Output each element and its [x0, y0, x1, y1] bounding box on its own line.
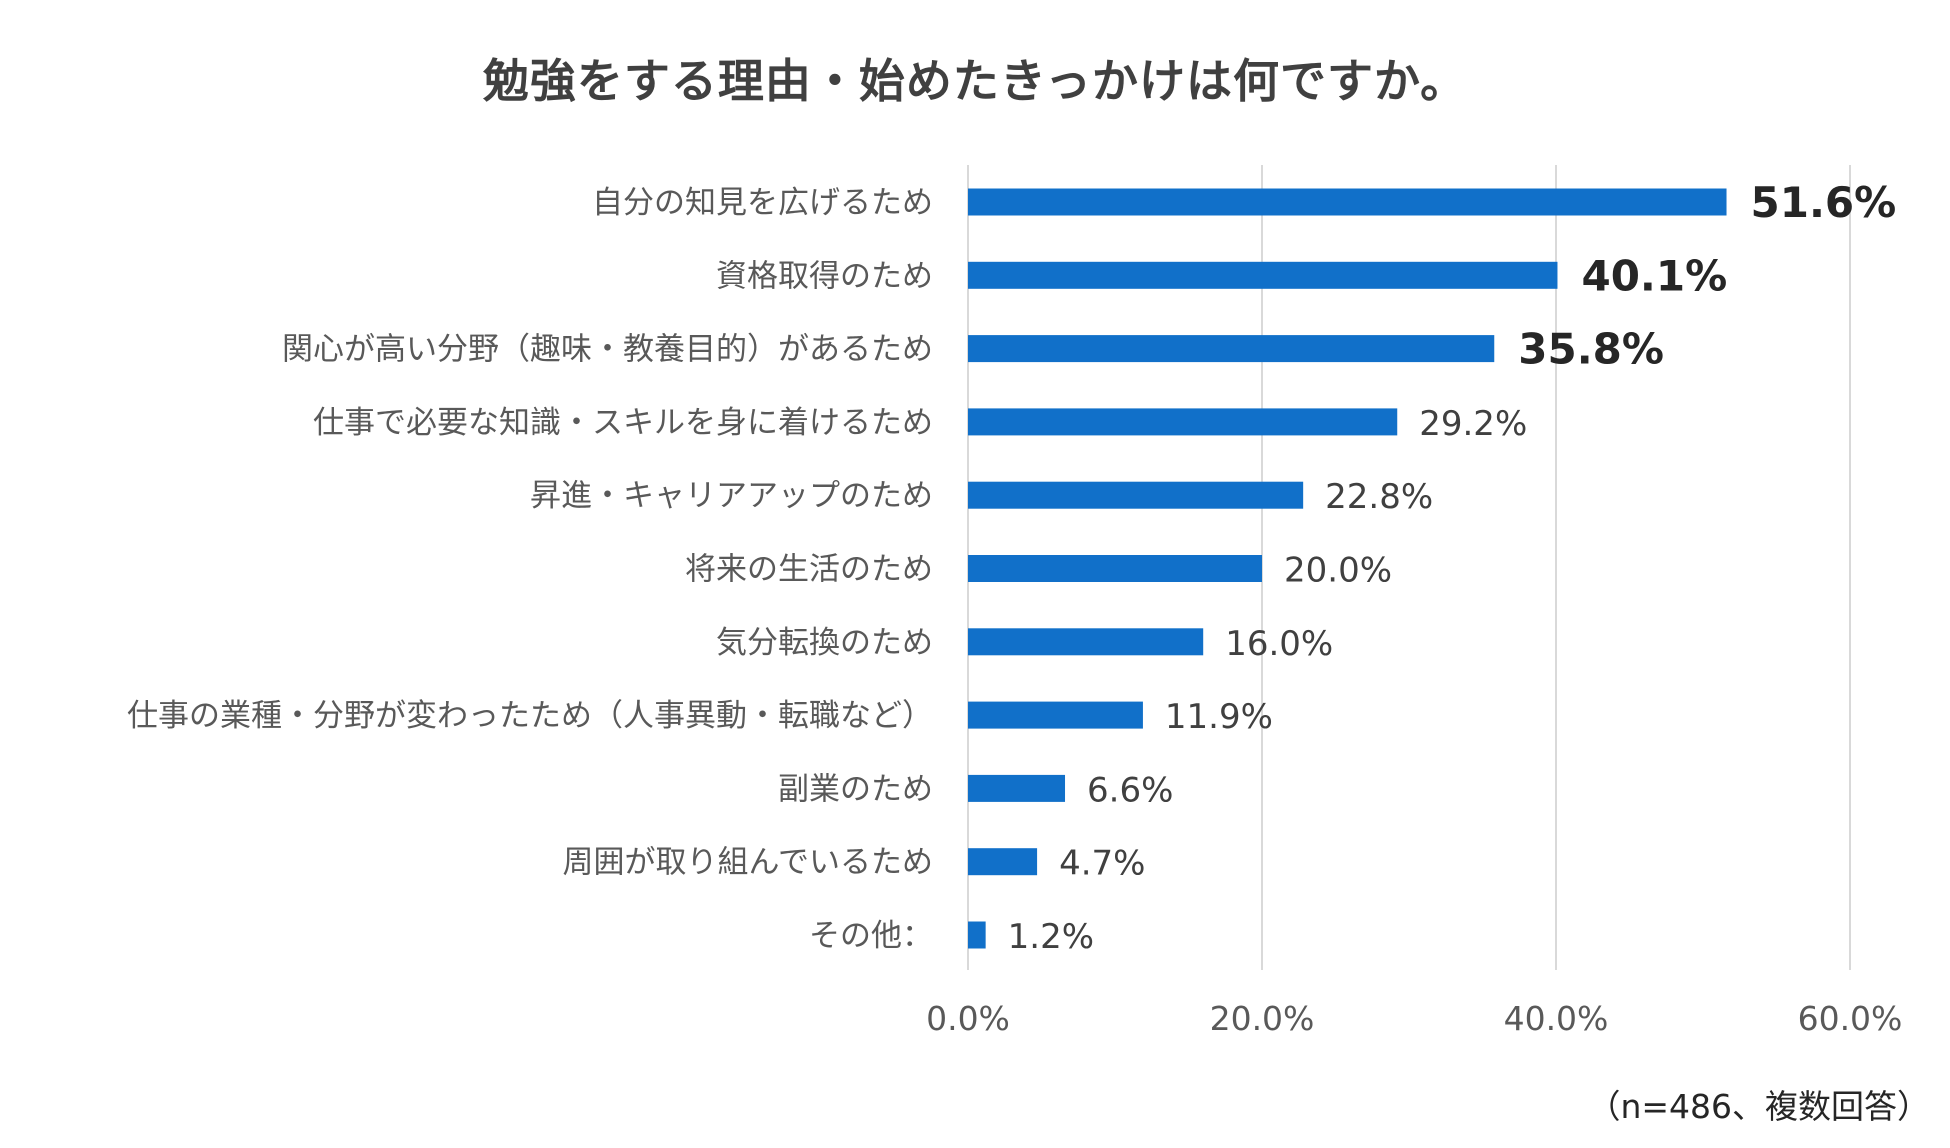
value-labels: 51.6% 40.1% 35.8% 29.2% 22.8% 20.0% 16.0% 11.9%… — [1008, 178, 1897, 957]
category-label: 将来の生活のため — [685, 552, 933, 588]
category-label: 仕事で必要な知識・スキルを身に着けるため — [313, 405, 933, 441]
x-tick-label: 0.0% — [926, 999, 1010, 1038]
sample-size-note: （n=486、複数回答） — [1587, 1087, 1930, 1126]
bar — [968, 628, 1204, 656]
value-label: 4.7% — [1059, 844, 1145, 884]
value-label: 20.0% — [1284, 551, 1392, 591]
x-tick-label: 60.0% — [1798, 999, 1903, 1038]
value-label: 29.2% — [1419, 404, 1527, 444]
value-label: 1.2% — [1008, 917, 1094, 957]
category-label: 昇進・キャリアアップのため — [530, 478, 933, 514]
bars — [968, 188, 1727, 949]
bar — [968, 848, 1038, 876]
bar — [968, 261, 1558, 289]
value-label: 16.0% — [1225, 624, 1333, 664]
category-label: 関心が高い分野（趣味・教養目的）があるため — [282, 332, 933, 368]
category-labels: 自分の知見を広げるため資格取得のため関心が高い分野（趣味・教養目的）があるため仕… — [127, 185, 933, 954]
value-label: 22.8% — [1325, 477, 1433, 517]
category-label: 資格取得のため — [716, 258, 933, 294]
bar — [968, 555, 1262, 582]
bar — [968, 701, 1143, 729]
x-axis-ticks: 0.0% 20.0% 40.0% 60.0% — [926, 999, 1902, 1038]
value-label: 35.8% — [1518, 325, 1664, 374]
bar — [968, 921, 986, 949]
value-label: 40.1% — [1581, 251, 1727, 300]
chart-title: 勉強をする理由・始めたきっかけは何ですか。 — [482, 54, 1468, 108]
value-label: 11.9% — [1165, 697, 1273, 737]
bar — [968, 188, 1727, 216]
category-label: 仕事の業種・分野が変わったため（人事異動・転職など） — [127, 698, 933, 734]
value-label: 6.6% — [1087, 770, 1173, 810]
bar — [968, 408, 1398, 436]
bar — [968, 774, 1066, 802]
value-label: 51.6% — [1751, 178, 1897, 227]
category-label: 自分の知見を広げるため — [592, 185, 933, 221]
category-label: 副業のため — [778, 771, 933, 807]
bar — [968, 335, 1495, 363]
bar — [968, 481, 1304, 509]
category-label: 周囲が取り組んでいるため — [563, 845, 933, 881]
category-label: 気分転換のため — [716, 625, 933, 661]
category-label: その他： — [809, 918, 933, 954]
x-tick-label: 20.0% — [1210, 999, 1315, 1038]
x-tick-label: 40.0% — [1504, 999, 1609, 1038]
